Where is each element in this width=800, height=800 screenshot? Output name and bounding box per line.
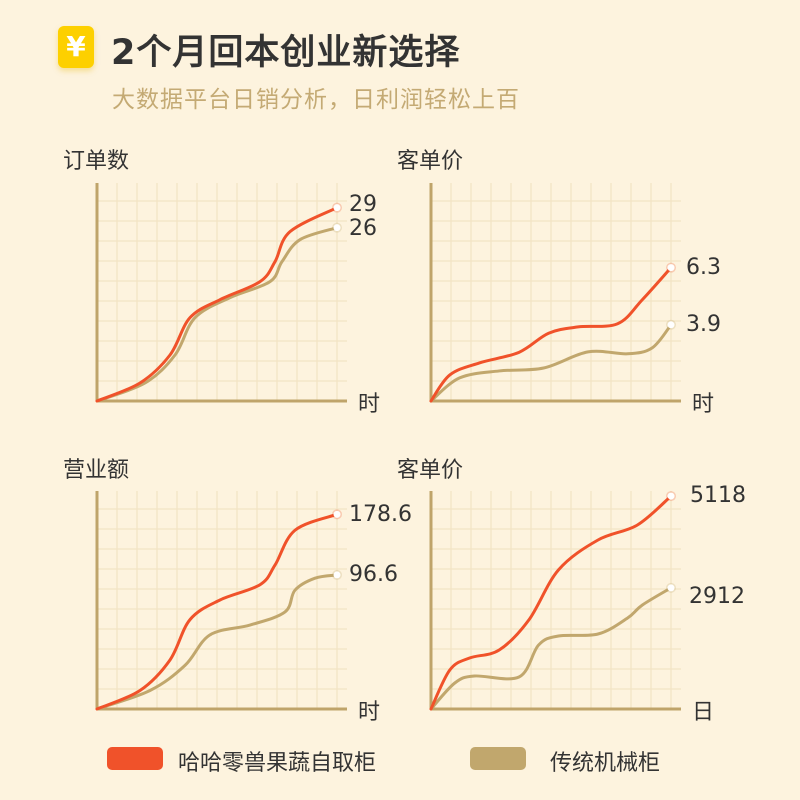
- series-line-secondary: [95, 226, 339, 403]
- legend-swatch-secondary: [470, 747, 526, 770]
- data-label-secondary: 3.9: [686, 312, 721, 337]
- chart-svg: [429, 183, 681, 403]
- end-point-marker: [667, 584, 675, 592]
- chart-title-unit-price: 客单价: [397, 149, 464, 174]
- data-label-primary: 5118: [690, 483, 746, 508]
- end-point-marker: [667, 492, 675, 500]
- data-label-secondary: 96.6: [349, 562, 398, 587]
- chart-title-revenue: 营业额: [63, 458, 130, 483]
- data-label-primary: 29: [349, 192, 377, 217]
- data-label-secondary: 2912: [689, 584, 745, 609]
- series-line-primary: [95, 206, 339, 403]
- x-axis-label: 时: [358, 392, 381, 417]
- x-axis-label: 日: [692, 700, 715, 725]
- end-point-marker: [333, 510, 341, 518]
- chart-title-unit-price-daily: 客单价: [397, 458, 464, 483]
- legend-swatch-primary: [107, 747, 163, 770]
- legend-label-secondary: 传统机械柜: [550, 751, 661, 776]
- chart-title-orders: 订单数: [63, 149, 130, 174]
- end-point-marker: [333, 571, 341, 579]
- chart-orders: [95, 183, 347, 403]
- end-point-marker: [667, 264, 675, 272]
- page-subtitle: 大数据平台日销分析，日利润轻松上百: [112, 87, 520, 113]
- x-axis-label: 时: [358, 700, 381, 725]
- series-line-primary: [429, 266, 673, 403]
- yen-icon: ¥: [58, 26, 94, 68]
- data-label-primary: 178.6: [349, 502, 412, 527]
- chart-svg: [95, 491, 347, 711]
- chart-unit-price: [429, 183, 681, 403]
- chart-unit-price-daily: [429, 491, 681, 711]
- data-label-secondary: 26: [349, 216, 377, 241]
- end-point-marker: [333, 224, 341, 232]
- series-line-secondary: [429, 323, 673, 403]
- x-axis-label: 时: [692, 392, 715, 417]
- page-title: 2个月回本创业新选择: [111, 33, 461, 73]
- series-line-secondary: [429, 586, 673, 711]
- data-label-primary: 6.3: [686, 255, 721, 280]
- series-line-primary: [429, 494, 673, 711]
- end-point-marker: [667, 321, 675, 329]
- end-point-marker: [333, 204, 341, 212]
- series-line-secondary: [95, 573, 339, 711]
- chart-svg: [429, 491, 681, 711]
- series-line-primary: [95, 512, 339, 711]
- chart-revenue: [95, 491, 347, 711]
- legend-label-primary: 哈哈零兽果蔬自取柜: [178, 751, 377, 776]
- chart-svg: [95, 183, 347, 403]
